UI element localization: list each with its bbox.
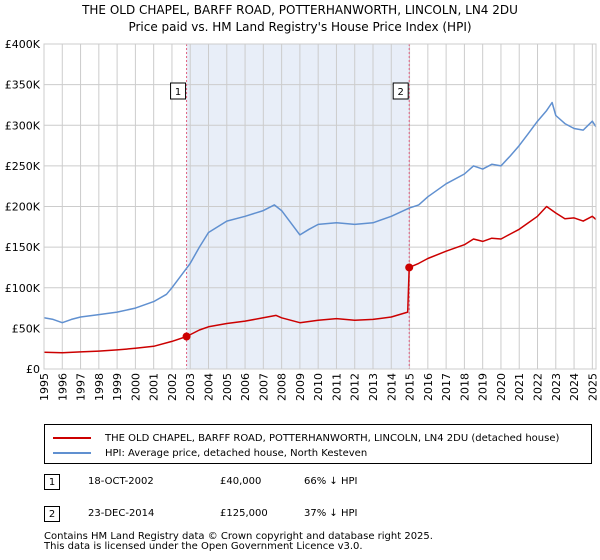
x-tick-label: 2018 [458,373,471,401]
x-tick-label: 2015 [404,373,417,401]
x-tick-label: 2010 [312,373,325,401]
sale-point [405,263,414,272]
hpi-series-line [43,101,597,324]
x-tick-label: 2008 [276,373,289,401]
sale-point [182,332,191,341]
y-tick-label: £300K [5,119,41,132]
footer-attribution: Contains HM Land Registry data © Crown c… [44,532,433,552]
x-tick-label: 2024 [568,373,581,401]
chart-title-line-1: THE OLD CHAPEL, BARFF ROAD, POTTERHANWOR… [82,3,518,17]
legend-label-hpi: HPI: Average price, detached house, Nort… [105,447,368,459]
sale-label-number: 2 [398,87,404,98]
legend-item-price: THE OLD CHAPEL, BARFF ROAD, POTTERHANWOR… [53,431,559,445]
x-tick-label: 2017 [440,373,453,401]
chart-title-line-2: Price paid vs. HM Land Registry's House … [128,20,472,34]
sale-hpi-diff: 66% ↓ HPI [304,476,358,487]
x-tick-label: 2023 [550,373,563,401]
x-tick-label: 2022 [532,373,545,401]
x-tick-label: 2012 [349,373,362,401]
x-tick-label: 2021 [513,373,526,401]
x-tick-label: 1997 [75,373,88,401]
x-tick-label: 2007 [257,373,270,401]
x-tick-label: 2009 [294,373,307,401]
x-tick-label: 2000 [129,373,142,401]
y-tick-label: £250K [5,160,41,173]
price-chart: 1 2 £0 £50K £100K £150K £200K £250K £300K £350K £… [5,38,600,401]
x-tick-label: 2006 [239,373,252,401]
chart-legend: THE OLD CHAPEL, BARFF ROAD, POTTERHANWOR… [44,424,592,464]
x-tick-label: 2005 [221,373,234,401]
x-tick-label: 2016 [422,373,435,401]
x-tick-label: 2020 [495,373,508,401]
sale-number-badge: 1 [44,474,60,490]
x-tick-label: 2011 [330,373,343,401]
legend-swatch-hpi [53,452,91,454]
x-tick-label: 2003 [184,373,197,401]
footer-line-2: This data is licensed under the Open Gov… [44,541,363,552]
price-series-line [43,205,597,354]
x-tick-label: 2001 [148,373,161,401]
y-tick-label: £150K [5,241,41,254]
sale-price: £125,000 [220,508,268,519]
x-tick-label: 1999 [111,373,124,401]
sale-date: 23-DEC-2014 [88,508,155,519]
x-tick-label: 2013 [367,373,380,401]
sale-label-box [170,82,187,100]
sale-label-number: 1 [175,87,181,98]
sale-row: 1 18-OCT-2002 £40,000 66% ↓ HPI [44,474,464,494]
legend-label-price: THE OLD CHAPEL, BARFF ROAD, POTTERHANWOR… [105,432,560,444]
y-tick-label: £400K [5,38,41,51]
sale-number-badge: 2 [44,506,60,522]
sale-row: 2 23-DEC-2014 £125,000 37% ↓ HPI [44,506,464,526]
x-tick-label: 2004 [203,373,216,401]
x-tick-label: 2019 [477,373,490,401]
x-tick-label: 2014 [385,373,398,401]
x-tick-label: 2002 [166,373,179,401]
plot-frame [43,43,597,370]
legend-item-hpi: HPI: Average price, detached house, Nort… [53,446,367,460]
x-tick-label: 1995 [38,373,51,401]
sale-label-box [392,82,409,100]
y-tick-label: £50K [12,322,41,335]
y-tick-label: £0 [26,363,40,376]
y-tick-label: £200K [5,201,41,214]
x-tick-label: 1998 [93,373,106,401]
footer-line-1: Contains HM Land Registry data © Crown c… [44,531,433,542]
sale-hpi-diff: 37% ↓ HPI [304,508,358,519]
y-tick-label: £350K [5,79,41,92]
chart-title: THE OLD CHAPEL, BARFF ROAD, POTTERHANWOR… [0,2,600,36]
x-tick-label: 2025 [586,373,599,401]
x-tick-label: 1996 [56,373,69,401]
sale-price: £40,000 [220,476,262,487]
legend-swatch-price [53,437,91,439]
sale-date: 18-OCT-2002 [88,476,154,487]
y-tick-label: £100K [5,282,41,295]
